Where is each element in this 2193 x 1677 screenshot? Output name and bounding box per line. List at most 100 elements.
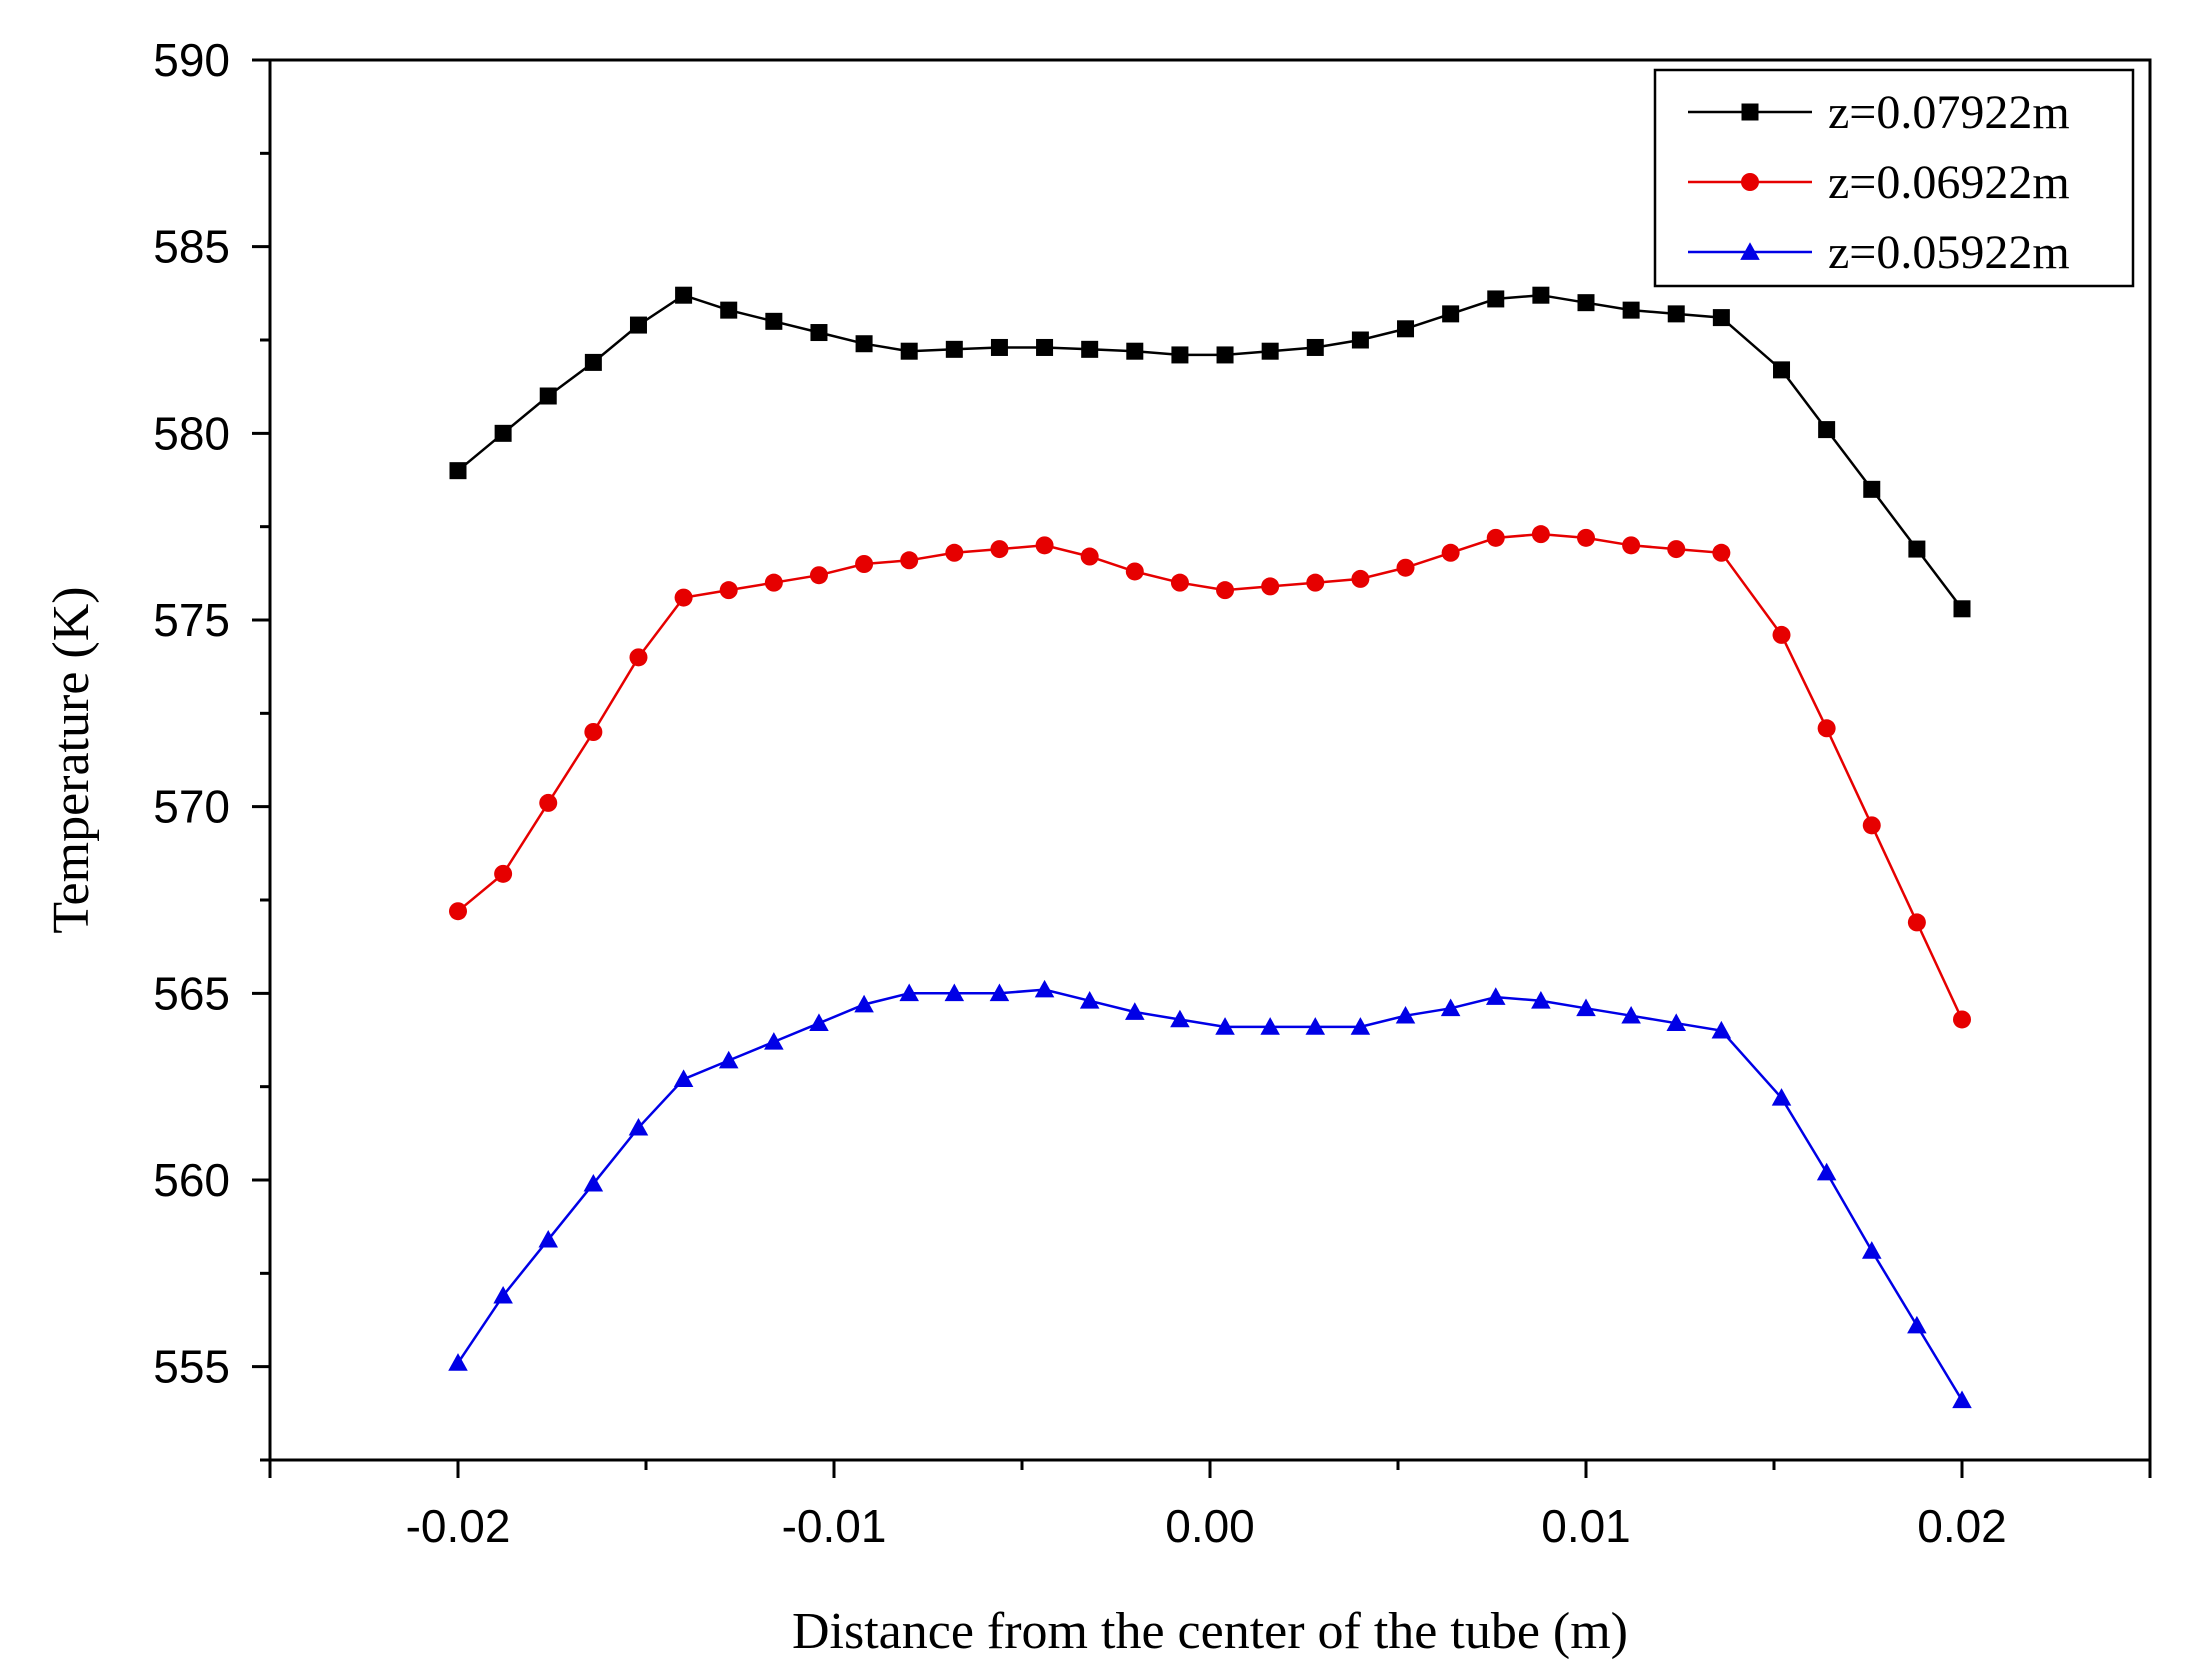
data-point [584,723,603,741]
series-1 [449,286,1971,618]
y-tick-label: 570 [153,781,230,833]
data-point [1577,528,1595,547]
y-tick-label: 560 [153,1154,230,1206]
data-point [1260,1017,1280,1035]
data-point [1080,547,1099,566]
data-point [1532,286,1550,304]
data-point [1952,1390,1972,1409]
data-point [1034,979,1055,998]
data-point [1712,543,1731,562]
data-point [1170,573,1189,592]
data-point [1667,540,1686,559]
legend-marker [1741,173,1759,191]
data-point [1908,540,1926,558]
data-point [1395,1005,1416,1024]
data-point [1862,816,1881,835]
data-point [1712,309,1730,327]
data-point [1485,987,1506,1005]
data-point [494,864,513,883]
x-axis: -0.02 -0.01 0.00 0.01 0.02 [268,1460,2152,1552]
data-point [1170,1009,1190,1028]
data-point [1622,301,1640,319]
data-point [1036,338,1054,356]
data-point [1305,1017,1326,1035]
data-point [1816,1162,1837,1181]
data-point [719,581,738,600]
data-point [1953,600,1971,618]
y-tick-label: 585 [153,221,230,273]
data-point [1351,331,1369,349]
legend-label: z=0.05922m [1828,226,2070,279]
data-point [990,338,1008,356]
data-point [1953,1010,1971,1029]
legend-label: z=0.07922m [1828,86,2070,139]
x-tick-label: -0.01 [782,1500,887,1552]
data-point [1907,913,1926,932]
data-point [764,573,783,592]
data-point [1486,528,1505,547]
data-point [855,555,874,573]
data-point [1442,305,1460,323]
y-tick-label: 590 [153,34,230,86]
legend-item: z=0.07922m [1688,86,2070,139]
data-point [584,353,602,371]
data-point [1351,569,1370,588]
series-line [456,988,1964,1401]
data-point [1817,719,1836,738]
data-point [1126,342,1144,360]
data-point [1261,342,1279,360]
data-point [583,1173,604,1192]
data-point [945,340,963,358]
series-line [457,293,1963,610]
legend-box [1653,68,2135,288]
data-point [1035,536,1054,555]
data-point [1396,558,1415,577]
data-point [810,324,828,342]
series-3 [448,979,1972,1409]
data-point [675,286,693,304]
data-point [1125,1002,1145,1020]
data-point [628,1117,649,1136]
y-tick-label: 575 [153,594,230,646]
data-point [1487,290,1505,308]
data-point [1215,1017,1235,1035]
data-point [1171,346,1189,364]
data-point [673,1069,694,1088]
x-axis-title: Distance from the center of the tube (m) [792,1603,1628,1660]
data-point [1621,1005,1641,1024]
data-point [629,648,648,667]
data-point [1863,480,1881,498]
data-point [989,983,1010,1002]
data-point [900,551,919,570]
data-point [809,1013,829,1032]
x-tick-label: -0.02 [406,1500,511,1552]
data-point [765,312,783,330]
data-point [1907,1315,1927,1334]
data-point [1350,1017,1371,1035]
data-point [1667,305,1685,323]
data-point [764,1032,784,1050]
series-2 [449,525,1971,1029]
data-point [539,387,557,405]
data-point [1125,562,1144,581]
data-point [854,994,874,1013]
data-point [538,1229,559,1248]
y-tick-label: 555 [153,1341,230,1393]
data-point [899,983,919,1002]
series-layer [448,286,1972,1409]
data-point [1216,581,1235,600]
data-point [1306,573,1325,592]
data-point [990,540,1009,559]
data-point [1081,340,1099,358]
data-point [945,543,964,562]
data-point [900,342,918,360]
data-point [1397,320,1415,338]
data-point [1576,998,1596,1017]
data-point [1531,525,1550,544]
data-point [1216,346,1234,364]
series-line [457,532,1964,1021]
data-point [944,983,965,1002]
data-point [1773,361,1791,379]
data-point [855,335,873,353]
